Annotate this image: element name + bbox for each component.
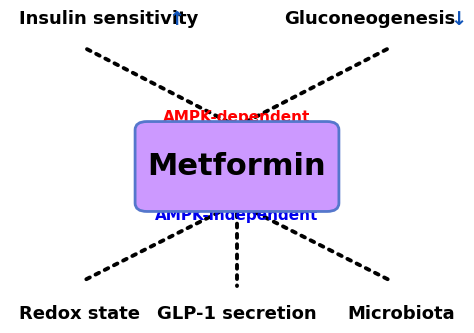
Text: Metformin: Metformin xyxy=(148,152,326,181)
Text: Insulin sensitivity: Insulin sensitivity xyxy=(19,10,198,28)
Text: GLP-1 secretion: GLP-1 secretion xyxy=(157,305,317,323)
FancyBboxPatch shape xyxy=(135,122,339,211)
Text: ↓: ↓ xyxy=(450,10,467,29)
Text: ↑: ↑ xyxy=(168,10,185,29)
Text: AMPK-independent: AMPK-independent xyxy=(155,208,319,223)
Text: Redox state: Redox state xyxy=(19,305,140,323)
Text: AMPK-dependent: AMPK-dependent xyxy=(164,110,310,125)
Text: Microbiota: Microbiota xyxy=(347,305,455,323)
Text: Gluconeogenesis: Gluconeogenesis xyxy=(284,10,455,28)
